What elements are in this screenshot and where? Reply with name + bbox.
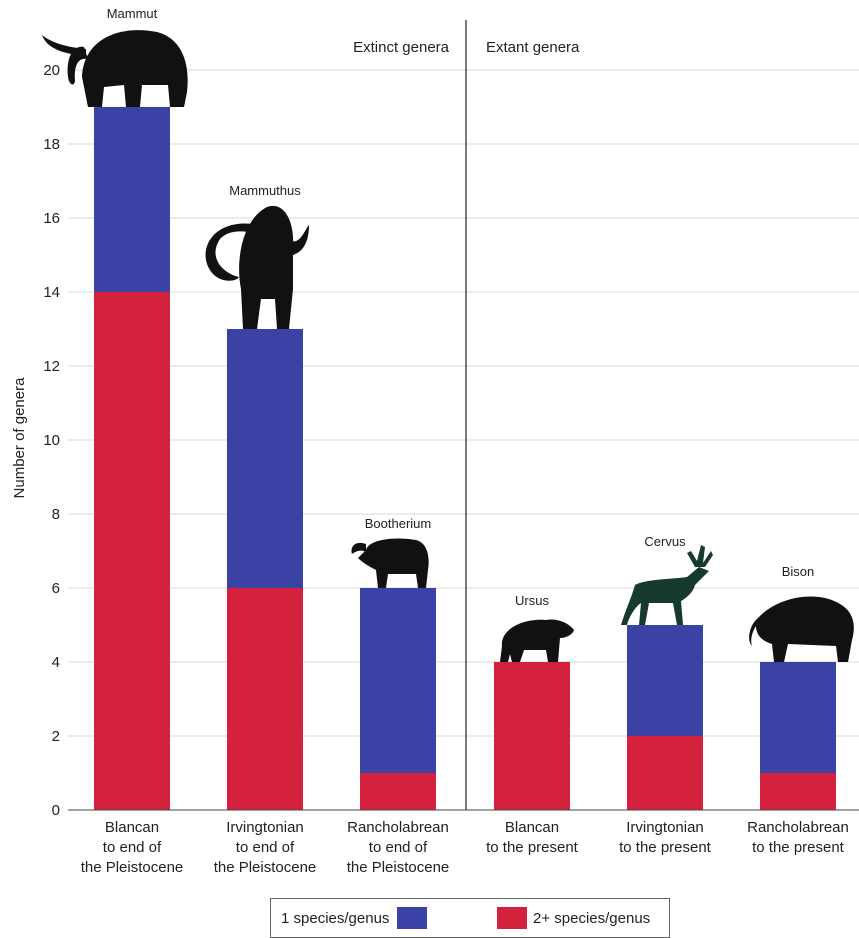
bar-2plus-1: [227, 588, 303, 810]
x-category-label-5: Rancholabrean to the present: [747, 819, 849, 856]
bar-1species-1: [227, 329, 303, 588]
animal-silhouettes: [42, 30, 854, 662]
gridlines: [68, 69, 859, 737]
y-tick-label-18: 18: [43, 136, 60, 153]
bar-2plus-3: [494, 662, 570, 810]
animal-label-ursus: Ursus: [515, 593, 549, 608]
legend-swatch-1-species: [397, 907, 428, 929]
x-category-label-3: Blancan to the present: [486, 819, 579, 856]
bar-1species-2: [360, 588, 436, 773]
section-label-extinct: Extinct genera: [353, 39, 450, 56]
legend-label-1-species: 1 species/genus: [281, 909, 390, 927]
cervus-silhouette-icon: [621, 545, 713, 625]
y-tick-label-16: 16: [43, 210, 60, 227]
y-tick-label-10: 10: [43, 432, 60, 449]
bar-2plus-5: [760, 773, 836, 810]
legend-item-2plus-species: 2+ species/genus: [497, 907, 650, 929]
animal-label-bootherium: Bootherium: [365, 516, 431, 531]
bars: [94, 107, 836, 810]
legend-item-1-species: 1 species/genus: [281, 907, 428, 929]
ursus-silhouette-icon: [500, 619, 574, 662]
x-category-label-1: Irvingtonian to end of the Pleistocene: [214, 819, 317, 876]
legend-label-2plus-species: 2+ species/genus: [533, 909, 651, 927]
legend: 1 species/genus 2+ species/genus: [270, 898, 670, 938]
bar-1species-5: [760, 662, 836, 773]
y-tick-label-8: 8: [52, 506, 60, 523]
y-tick-label-20: 20: [43, 62, 60, 79]
y-tick-labels: 0 2 4 6 8 10 12 14 16 18 20: [43, 62, 60, 819]
bootherium-silhouette-icon: [351, 538, 429, 588]
y-axis-label: Number of genera: [11, 377, 28, 499]
animal-label-mammuthus: Mammuthus: [229, 183, 301, 198]
category-labels: Blancan to end of the Pleistocene Irvington…: [81, 819, 849, 876]
mammuthus-silhouette-icon: [205, 205, 309, 329]
bar-2plus-4: [627, 736, 703, 810]
animal-labels: Mammut Mammuthus Bootherium Ursus Cervus Biso…: [107, 6, 815, 608]
section-label-extant: Extant genera: [486, 39, 580, 56]
legend-swatch-2plus-species: [497, 907, 527, 929]
animal-label-cervus: Cervus: [644, 534, 686, 549]
bar-2plus-0: [94, 292, 170, 810]
animal-label-bison: Bison: [782, 564, 815, 579]
y-tick-label-6: 6: [52, 580, 60, 597]
x-category-label-2: Rancholabrean to end of the Pleistocene: [347, 819, 450, 876]
y-tick-label-2: 2: [52, 728, 60, 745]
animal-label-mammut: Mammut: [107, 6, 158, 21]
bison-silhouette-icon: [749, 596, 854, 662]
y-tick-label-4: 4: [52, 654, 60, 671]
y-tick-label-0: 0: [52, 802, 60, 819]
x-category-label-0: Blancan to end of the Pleistocene: [81, 819, 184, 876]
bar-2plus-2: [360, 773, 436, 810]
bar-1species-0: [94, 107, 170, 292]
y-tick-label-14: 14: [43, 284, 60, 301]
x-category-label-4: Irvingtonian to the present: [619, 819, 712, 856]
mammut-silhouette-icon: [42, 30, 188, 107]
chart: 0 2 4 6 8 10 12 14 16 18 20 Number of genera Mammu…: [11, 6, 859, 876]
bar-1species-4: [627, 625, 703, 736]
y-tick-label-12: 12: [43, 358, 60, 375]
